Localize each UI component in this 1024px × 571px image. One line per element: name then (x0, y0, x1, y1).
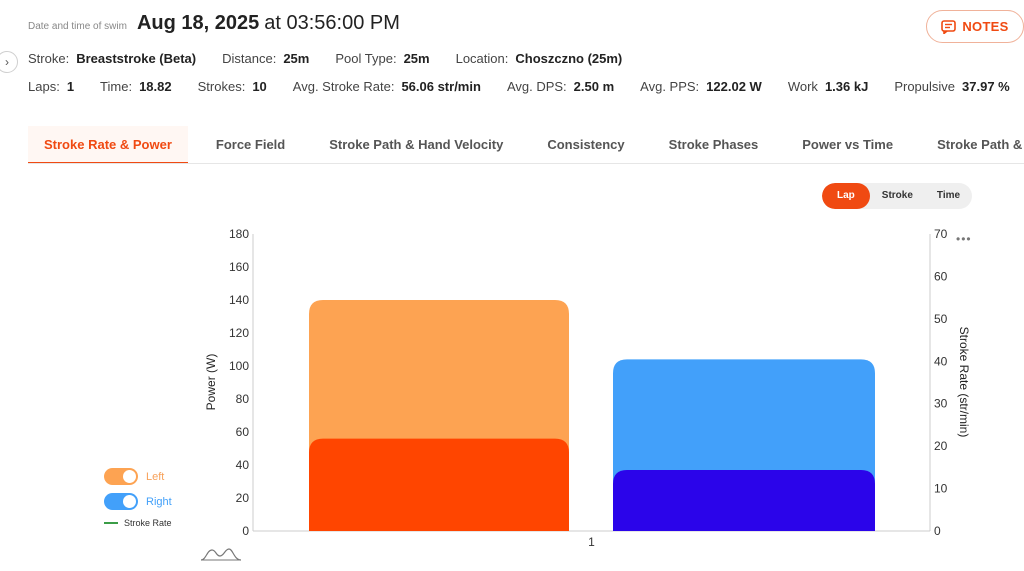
notes-icon (941, 19, 957, 34)
y2-tick-label: 20 (934, 439, 948, 453)
tab-stroke-phases[interactable]: Stroke Phases (668, 137, 759, 152)
y-tick-label: 120 (229, 326, 249, 340)
summary-strokes: Strokes: 10 (197, 79, 267, 94)
notes-label: NOTES (962, 19, 1009, 34)
swim-header: Date and time of swim Aug 18, 2025 at 03… (28, 12, 400, 35)
tab-force-field[interactable]: Force Field (215, 137, 286, 152)
y2-axis-label: Stroke Rate (str/min) (957, 327, 971, 438)
left-label: Left (146, 470, 165, 483)
summary-location: Location: Choszczno (25m) (455, 51, 623, 66)
y-tick-label: 0 (242, 524, 249, 538)
summary-avg-stroke-rate: Avg. Stroke Rate: 56.06 str/min (292, 79, 481, 94)
right-label: Right (146, 495, 172, 508)
summary-stroke: Stroke: Breaststroke (Beta) (28, 51, 197, 66)
y2-tick-label: 50 (934, 312, 948, 326)
tab-power-vs-time[interactable]: Power vs Time (802, 137, 894, 152)
tab-consistency[interactable]: Consistency (547, 137, 625, 152)
y-tick-label: 40 (236, 458, 250, 472)
summary-distance: Distance: 25m (222, 51, 310, 66)
y-tick-label: 160 (229, 260, 249, 274)
legend-right: Right (104, 493, 172, 510)
y-tick-label: 80 (236, 392, 250, 406)
left-toggle[interactable] (104, 468, 138, 485)
summary-row-1: Stroke: Breaststroke (Beta) Distance: 25m … (28, 51, 648, 66)
summary-avg-dps: Avg. DPS: 2.50 m (506, 79, 615, 94)
y-axis-label: Power (W) (204, 354, 218, 411)
y2-tick-label: 30 (934, 397, 948, 411)
left-propulsive-bar (309, 438, 569, 531)
y-tick-label: 180 (229, 227, 249, 241)
x-tick-label: 1 (588, 535, 595, 549)
right-toggle[interactable] (104, 493, 138, 510)
tab-stroke-path-power[interactable]: Stroke Path & Power (937, 137, 1024, 152)
y-tick-label: 140 (229, 293, 249, 307)
summary-pool-type: Pool Type: 25m (335, 51, 430, 66)
expand-sidebar-button[interactable]: › (0, 51, 18, 73)
y2-tick-label: 70 (934, 227, 948, 241)
y2-tick-label: 40 (934, 354, 948, 368)
seg-time[interactable]: Time (936, 190, 961, 201)
right-propulsive-bar (613, 469, 875, 531)
swim-time: at 03:56:00 PM (264, 12, 400, 34)
y-tick-label: 20 (236, 491, 250, 505)
summary-work: Work 1.36 kJ (787, 79, 869, 94)
wave-icon (200, 548, 242, 561)
more-dots-icon[interactable]: ••• (956, 232, 972, 246)
seg-stroke[interactable]: Stroke (881, 190, 913, 201)
stroke-rate-label: Stroke Rate (124, 518, 172, 528)
tab-stroke-rate-power[interactable]: Stroke Rate & Power (28, 126, 188, 163)
stroke-rate-swatch (104, 522, 118, 524)
summary-laps: Laps: 1 (28, 79, 75, 94)
y2-tick-label: 60 (934, 269, 948, 283)
summary-propulsive: Propulsive 37.97 % (894, 79, 1010, 94)
swim-date: Aug 18, 2025 (136, 12, 260, 34)
tab-stroke-path-hand-velocity[interactable]: Stroke Path & Hand Velocity (329, 137, 504, 152)
summary-avg-pps: Avg. PPS: 122.02 W (640, 79, 762, 94)
y2-tick-label: 10 (934, 482, 948, 496)
y-tick-label: 100 (229, 359, 249, 373)
legend-stroke-rate[interactable]: Stroke Rate (104, 518, 172, 528)
date-time-label: Date and time of swim (28, 21, 127, 32)
chart-legend: Left Right Stroke Rate (104, 468, 172, 528)
seg-lap[interactable]: Lap (822, 183, 870, 209)
analysis-tabs: Stroke Rate & Power Force Field Stroke P… (28, 126, 1024, 164)
y-tick-label: 60 (236, 425, 250, 439)
chevron-right-icon: › (5, 55, 9, 69)
y2-tick-label: 0 (934, 524, 941, 538)
summary-time: Time: 18.82 (100, 79, 172, 94)
legend-left: Left (104, 468, 172, 485)
summary-row-2: Laps: 1 Time: 18.82 Strokes: 10 Avg. Stroke… (28, 79, 1024, 94)
granularity-toggle: Lap Stroke Time (822, 183, 973, 209)
